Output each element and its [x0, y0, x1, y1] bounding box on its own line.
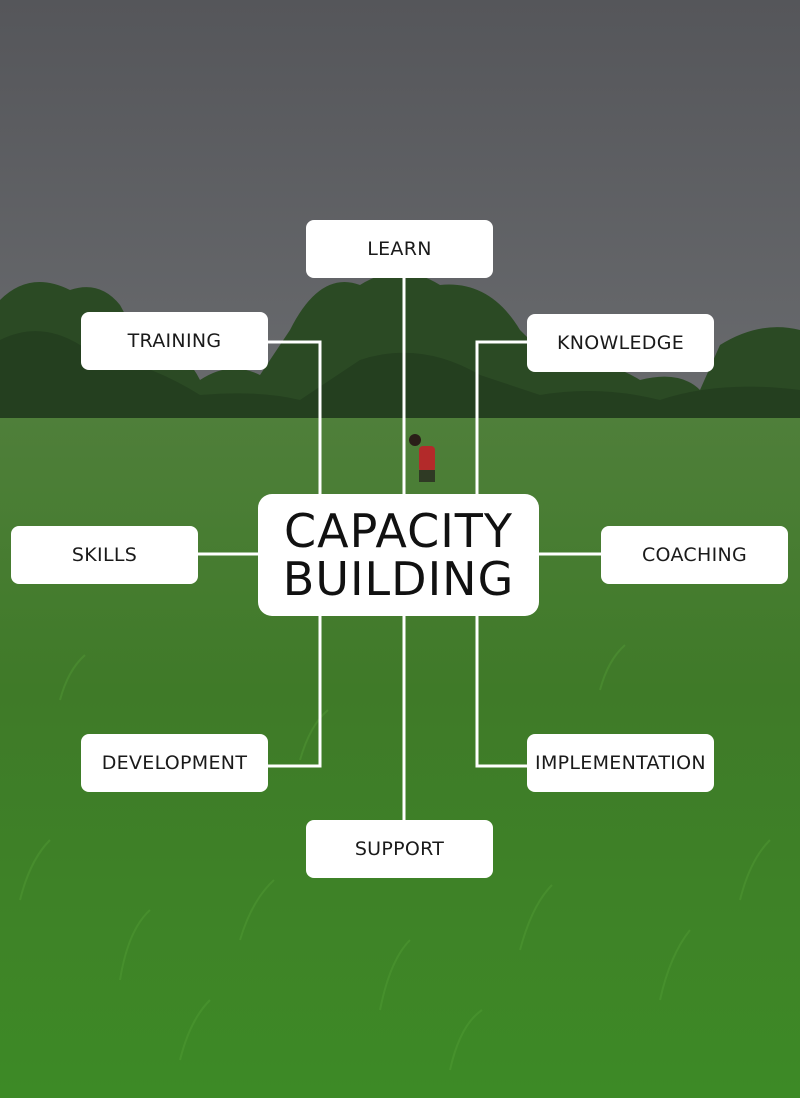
connector-implementation: [475, 616, 527, 768]
grass-texture: [19, 644, 771, 1071]
node-skills: SKILLS: [11, 526, 198, 584]
node-knowledge-label: KNOWLEDGE: [556, 332, 685, 354]
tree-line: [0, 272, 800, 425]
center-title-line2: BUILDING: [282, 552, 515, 606]
node-development-label: DEVELOPMENT: [101, 752, 248, 774]
node-development: DEVELOPMENT: [81, 734, 268, 792]
connector-knowledge: [475, 340, 527, 494]
node-training: TRAINING: [81, 312, 268, 370]
node-learn-label: LEARN: [367, 238, 432, 260]
node-implementation-label: IMPLEMENTATION: [535, 752, 706, 774]
center-title-line1: CAPACITY: [284, 504, 513, 558]
node-learn: LEARN: [306, 220, 493, 278]
node-skills-label: SKILLS: [71, 544, 138, 566]
node-coaching-label: COACHING: [641, 544, 748, 566]
connector-development: [268, 616, 322, 768]
node-knowledge: KNOWLEDGE: [527, 314, 714, 372]
center-node-capacity-building: CAPACITY BUILDING: [258, 494, 539, 616]
node-support: SUPPORT: [306, 820, 493, 878]
connector-training: [268, 340, 322, 494]
node-training-label: TRAINING: [127, 330, 222, 352]
node-support-label: SUPPORT: [354, 838, 445, 860]
farmer-figure: [409, 434, 435, 482]
node-implementation: IMPLEMENTATION: [527, 734, 714, 792]
node-coaching: COACHING: [601, 526, 788, 584]
